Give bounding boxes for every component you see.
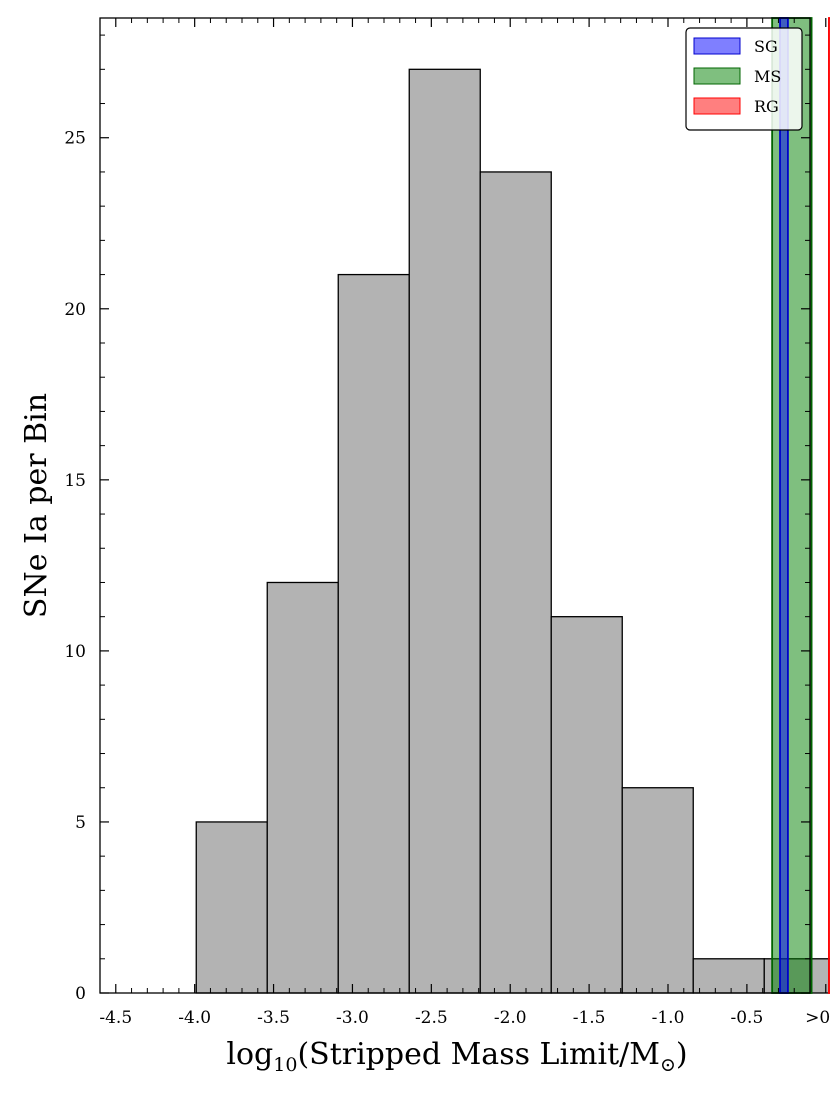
x-tick-label: -4.0 [178,1008,211,1028]
x-tick-label: -2.0 [494,1008,527,1028]
histogram-bar-3 [337,273,410,994]
bands-layer [771,17,830,994]
x-axis-title-text: (Stripped Mass Limit/M [297,1037,660,1072]
x-tick-label: -0.5 [730,1008,763,1028]
legend-swatch-sg [693,37,741,55]
legend-label-ms: MS [754,67,781,86]
ticks-layer: -4.5 -4.0 -3.5 -3.0 -2.5 -2.0 -1.5 -1.0 -0.5 >0.0… [64,18,830,1028]
x-axis-title-close: ) [676,1037,688,1072]
x-tick-label: -2.5 [415,1008,448,1028]
x-axis-title-sun-symbol: ⊙ [660,1054,676,1076]
legend-label-rg: RG [754,97,779,116]
y-axis-title: SNe Ia per Bin [19,393,54,618]
histogram-bar-4 [408,68,481,994]
bars-layer [195,68,830,994]
histogram-bar-1 [195,821,268,994]
x-tick-label: >0.0 [805,1008,830,1028]
band-sg [779,17,789,994]
y-tick-label: 0 [75,984,86,1004]
histogram-bar-8 [692,958,765,994]
histogram-bar-5 [479,171,552,994]
y-tick-label: 5 [75,813,86,833]
x-tick-label: -4.5 [99,1008,132,1028]
histogram-bar-7 [621,787,694,994]
y-tick-label: 10 [64,642,86,662]
band-rg [828,17,830,994]
y-tick-label: 20 [64,300,86,320]
x-axis-title: log10(Stripped Mass Limit/M⊙) [226,1037,687,1076]
x-tick-label: -3.5 [257,1008,290,1028]
histogram-bar-2 [266,581,339,994]
y-tick-label: 15 [64,471,86,491]
legend: SG MS RG [685,27,803,131]
plot-frame [99,17,811,994]
x-tick-label: -1.0 [652,1008,685,1028]
histogram-bar-6 [550,616,623,994]
x-tick-label: -3.0 [336,1008,369,1028]
y-tick-label: 25 [64,129,86,149]
x-axis-title-log: log [226,1037,273,1072]
x-tick-label: -1.5 [573,1008,606,1028]
band-ms [771,17,813,994]
legend-swatch-ms [693,67,741,85]
legend-label-sg: SG [754,37,778,56]
legend-swatch-rg [693,97,741,115]
x-axis-title-subscript: 10 [273,1054,297,1076]
